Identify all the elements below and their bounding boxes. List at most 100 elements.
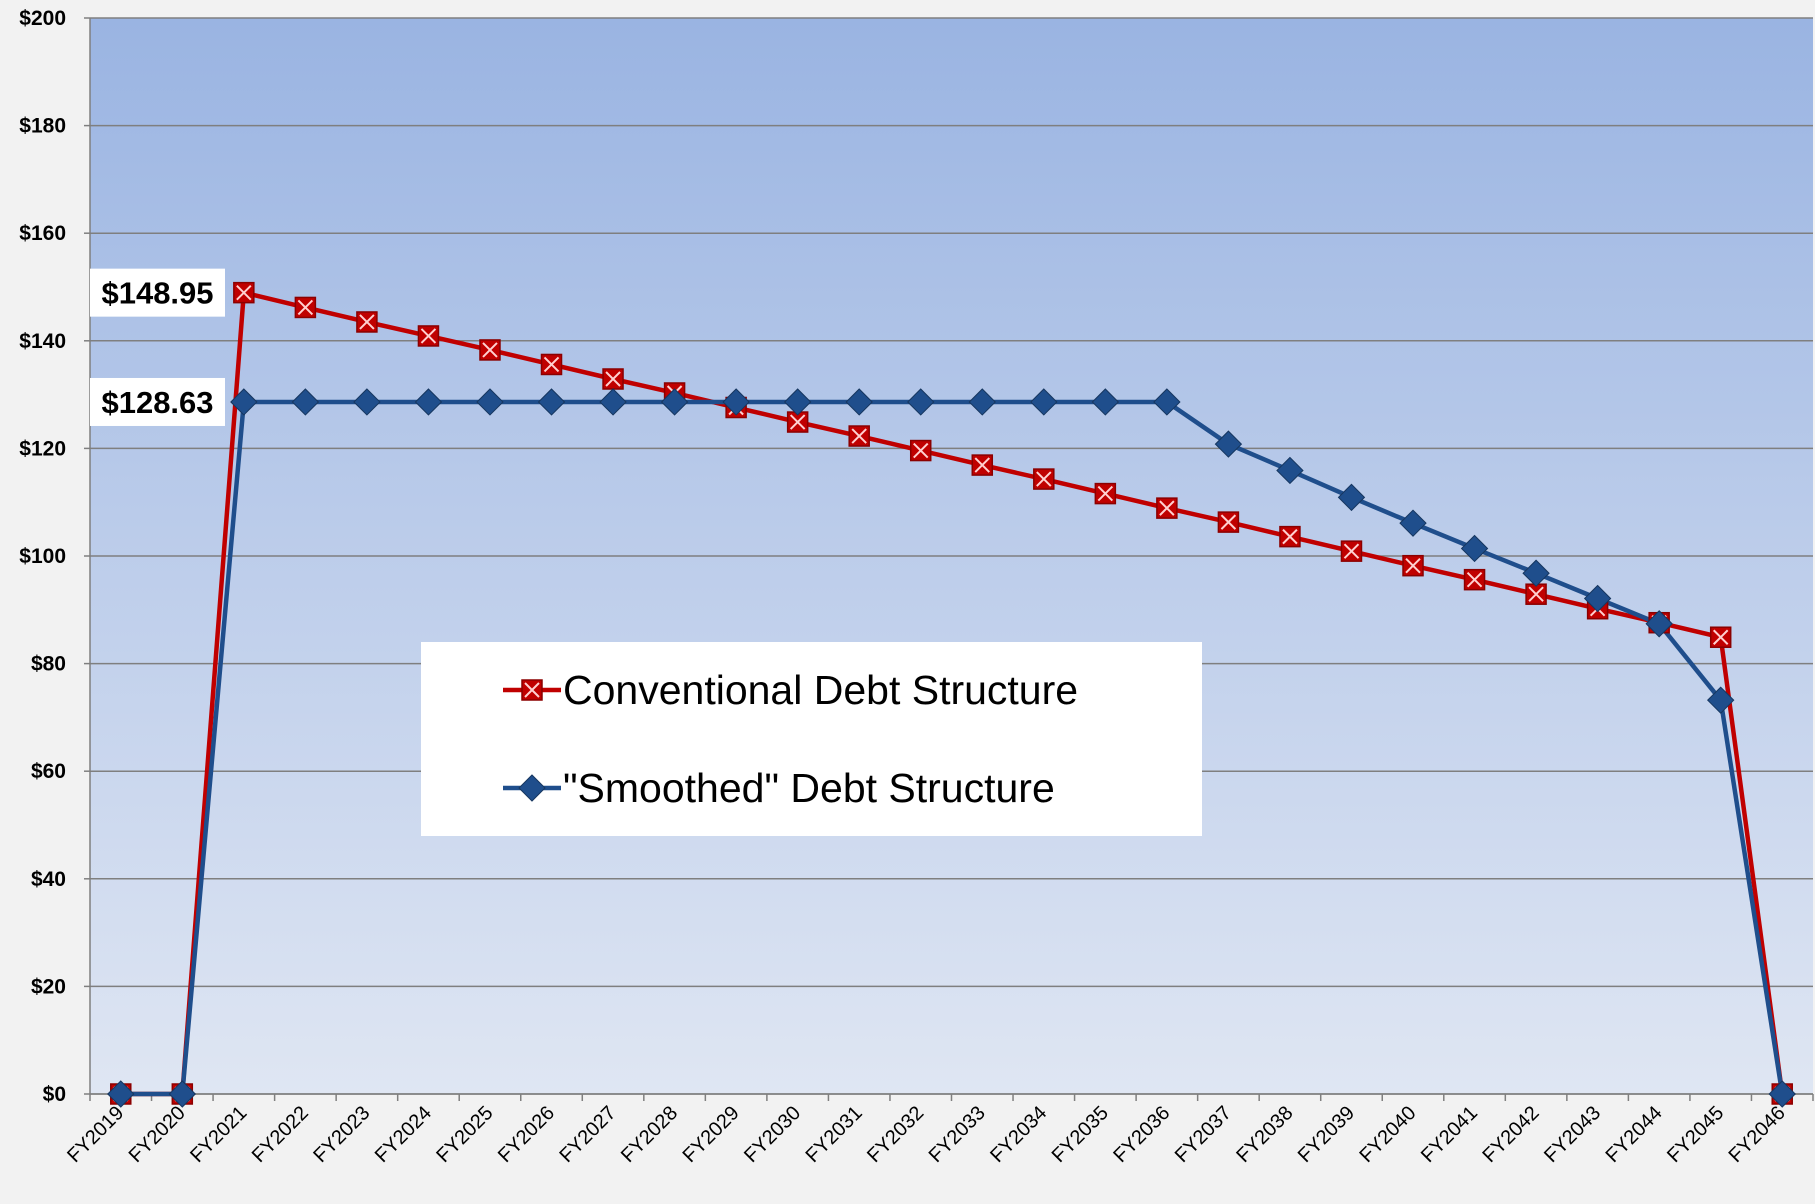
marker-diamond bbox=[1460, 534, 1489, 563]
marker-diamond bbox=[599, 388, 627, 416]
marker-cross bbox=[913, 442, 929, 459]
marker-diamond bbox=[1522, 559, 1550, 587]
marker-cross bbox=[1220, 514, 1237, 530]
x-tick-label: FY2036 bbox=[1109, 1102, 1174, 1167]
marker-diamond bbox=[783, 388, 812, 416]
series-line-smoothed bbox=[120, 399, 1785, 1097]
marker-cross bbox=[297, 299, 314, 316]
marker-diamond bbox=[1276, 456, 1304, 485]
marker-square-x bbox=[1033, 468, 1055, 490]
marker-diamond bbox=[537, 388, 566, 416]
marker-square-x bbox=[1217, 511, 1240, 533]
x-tick-label: FY2028 bbox=[617, 1102, 682, 1167]
marker-square-x bbox=[1463, 568, 1486, 591]
marker-cross bbox=[543, 356, 560, 373]
legend-box bbox=[421, 642, 1202, 836]
x-tick-label: FY2040 bbox=[1355, 1102, 1420, 1167]
y-tick-label: $160 bbox=[19, 222, 66, 245]
marker-cross bbox=[359, 314, 375, 330]
x-tick-label: FY2035 bbox=[1048, 1102, 1113, 1167]
x-tick-label: FY2043 bbox=[1540, 1102, 1605, 1167]
marker-diamond bbox=[1153, 388, 1181, 416]
marker-diamond bbox=[1768, 1080, 1796, 1108]
series-line-conventional bbox=[120, 290, 1785, 1097]
marker-cross bbox=[236, 284, 252, 301]
x-tick-label: FY2029 bbox=[679, 1102, 744, 1167]
y-tick-label: $140 bbox=[19, 330, 66, 353]
marker-square-x bbox=[294, 296, 317, 319]
x-tick-label: FY2023 bbox=[309, 1102, 374, 1167]
marker-diamond bbox=[107, 1080, 135, 1108]
marker-diamond bbox=[1583, 584, 1612, 613]
marker-square-x bbox=[1094, 482, 1117, 505]
marker-diamond bbox=[1706, 686, 1735, 714]
x-tick-label: FY2022 bbox=[248, 1102, 313, 1167]
marker-cross bbox=[1343, 543, 1360, 559]
marker-cross bbox=[1097, 485, 1114, 502]
marker-square-x bbox=[356, 311, 378, 333]
x-tick-label: FY2045 bbox=[1663, 1102, 1728, 1167]
marker-square-x bbox=[602, 368, 624, 390]
marker-square-x bbox=[1279, 525, 1301, 548]
x-tick-label: FY2042 bbox=[1479, 1102, 1544, 1167]
x-tick-label: FY2026 bbox=[494, 1102, 559, 1167]
marker-diamond bbox=[1337, 483, 1366, 512]
x-tick-label: FY2020 bbox=[125, 1102, 190, 1167]
y-tick-label: $20 bbox=[31, 975, 66, 998]
marker-cross bbox=[1036, 471, 1052, 487]
marker-square-x bbox=[1402, 554, 1424, 577]
x-tick-label: FY2027 bbox=[555, 1102, 620, 1167]
data-label-box bbox=[90, 268, 225, 317]
marker-diamond bbox=[845, 388, 873, 416]
y-tick-label: $40 bbox=[31, 868, 66, 891]
x-tick-label: FY2033 bbox=[925, 1102, 990, 1167]
marker-diamond bbox=[518, 774, 546, 802]
marker-diamond bbox=[1091, 388, 1120, 416]
y-tick-label: $60 bbox=[31, 760, 66, 783]
marker-cross bbox=[1159, 500, 1175, 516]
x-tick-label: FY2030 bbox=[740, 1102, 805, 1167]
marker-square-x bbox=[1156, 497, 1178, 519]
x-tick-label: FY2019 bbox=[63, 1102, 128, 1167]
marker-diamond bbox=[1399, 509, 1427, 537]
marker-cross bbox=[851, 428, 867, 444]
legend-entry: Conventional Debt Structure bbox=[503, 667, 1078, 713]
marker-square-x bbox=[521, 679, 543, 701]
marker-diamond bbox=[291, 388, 320, 416]
y-tick-label: $80 bbox=[31, 653, 66, 676]
marker-diamond bbox=[1030, 388, 1058, 416]
marker-cross bbox=[1282, 528, 1298, 545]
marker-diamond bbox=[968, 388, 996, 416]
marker-cross bbox=[1712, 629, 1729, 645]
x-tick-label: FY2024 bbox=[371, 1102, 436, 1167]
marker-square-x bbox=[417, 325, 440, 347]
x-tick-label: FY2034 bbox=[986, 1102, 1051, 1167]
x-tick-label: FY2021 bbox=[186, 1102, 251, 1167]
marker-cross bbox=[1405, 557, 1421, 574]
y-tick-label: $180 bbox=[19, 115, 66, 138]
marker-cross bbox=[789, 414, 806, 430]
legend-label: Conventional Debt Structure bbox=[563, 667, 1078, 713]
marker-square-x bbox=[1709, 626, 1732, 648]
legend-label: "Smoothed" Debt Structure bbox=[563, 765, 1055, 811]
marker-square-x bbox=[479, 339, 501, 361]
x-tick-label: FY2039 bbox=[1294, 1102, 1359, 1167]
marker-square-x bbox=[971, 454, 994, 476]
marker-square-x bbox=[1525, 583, 1547, 605]
y-tick-label: $100 bbox=[19, 545, 66, 568]
marker-diamond bbox=[1214, 430, 1243, 458]
data-label: $148.95 bbox=[101, 276, 213, 311]
marker-diamond bbox=[230, 388, 258, 416]
x-tick-label: FY2038 bbox=[1232, 1102, 1297, 1167]
data-label-box bbox=[90, 377, 225, 426]
marker-cross bbox=[1528, 586, 1544, 602]
marker-diamond bbox=[660, 388, 689, 416]
legend-entry: "Smoothed" Debt Structure bbox=[503, 765, 1055, 811]
data-label: $128.63 bbox=[101, 385, 213, 420]
marker-cross bbox=[974, 457, 990, 473]
y-tick-label: $120 bbox=[19, 437, 66, 460]
x-tick-label: FY2046 bbox=[1725, 1102, 1790, 1167]
y-tick-label: $0 bbox=[43, 1083, 66, 1106]
